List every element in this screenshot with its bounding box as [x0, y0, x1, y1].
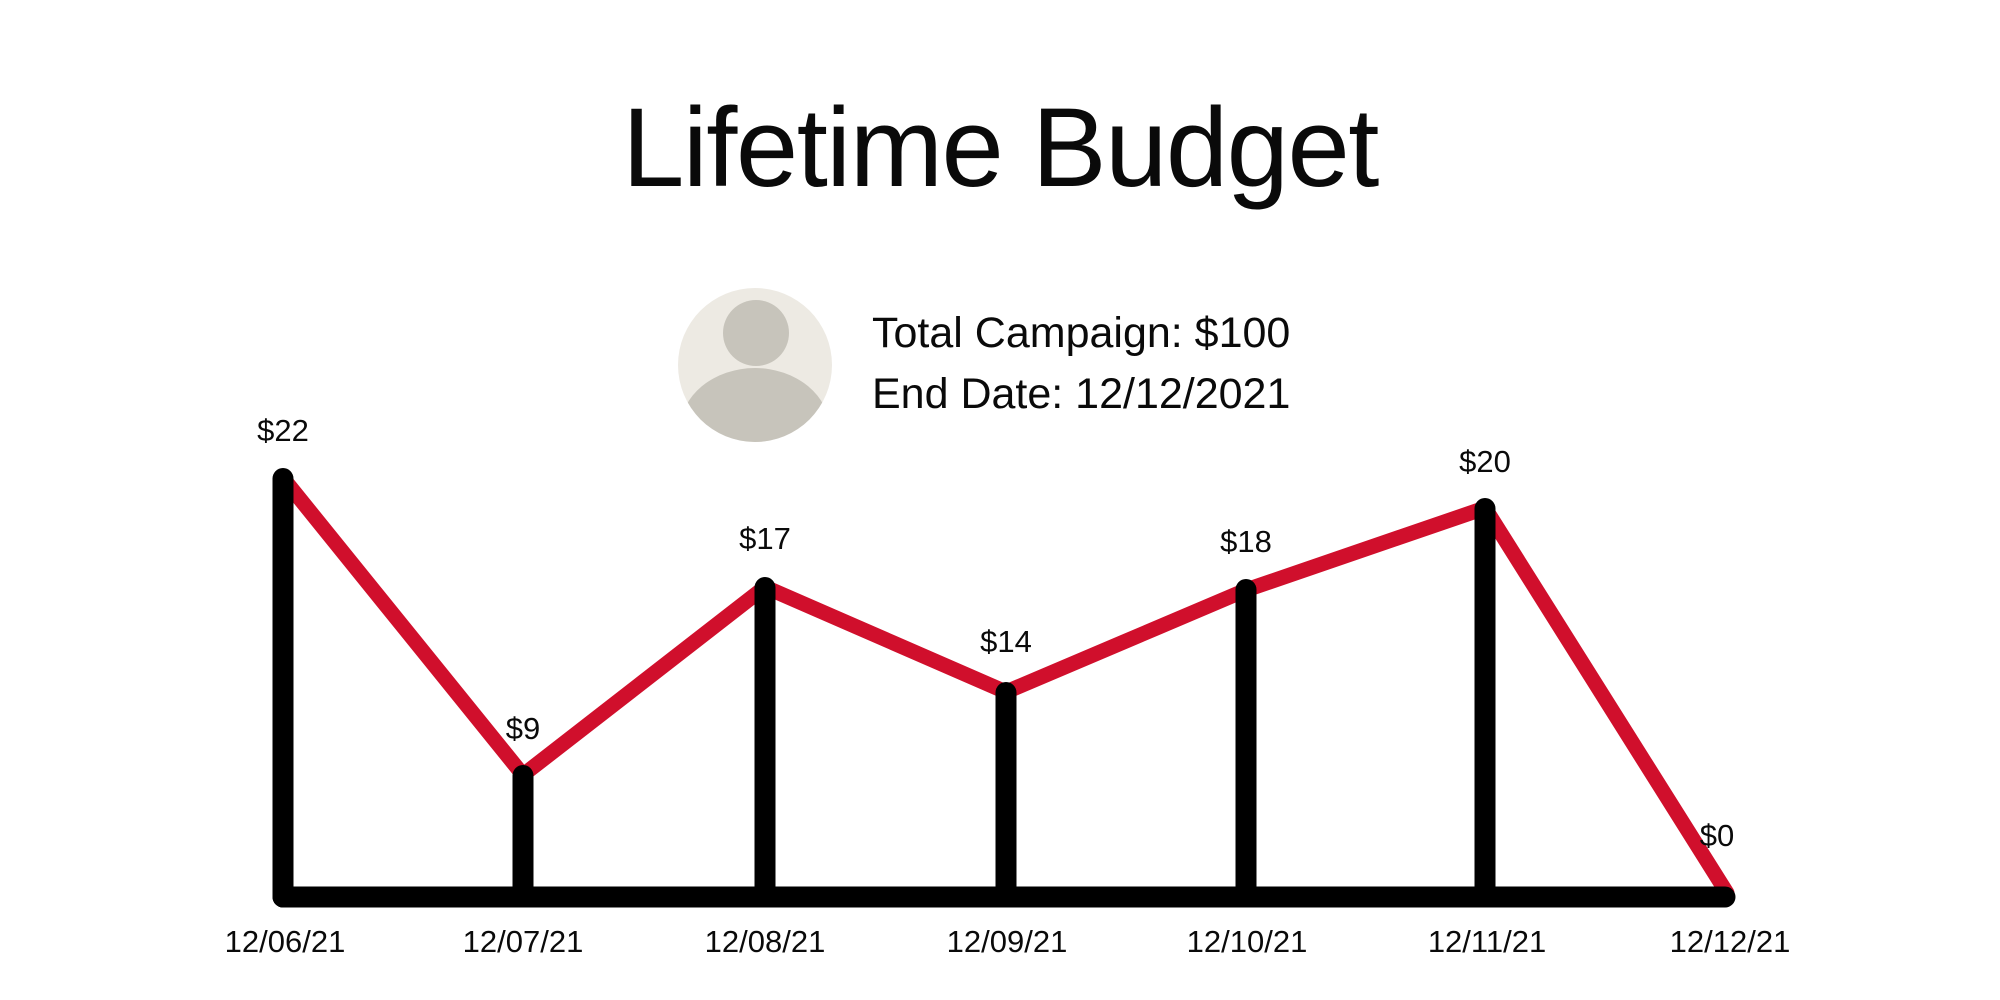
x-axis-label: 12/08/21 — [704, 924, 826, 959]
value-label: $0 — [1699, 818, 1735, 853]
total-campaign-text: Total Campaign: $100 — [872, 309, 1291, 357]
x-axis-label: 12/06/21 — [224, 924, 346, 959]
value-label: $17 — [739, 521, 791, 556]
end-date-text: End Date: 12/12/2021 — [872, 370, 1291, 418]
value-label: $14 — [980, 624, 1032, 659]
x-axis-label: 12/07/21 — [462, 924, 584, 959]
x-axis-label: 12/12/21 — [1669, 924, 1791, 959]
x-axis-label: 12/10/21 — [1186, 924, 1308, 959]
campaign-info: Total Campaign: $100 End Date: 12/12/202… — [872, 303, 1290, 425]
value-label: $9 — [505, 711, 541, 746]
x-axis-label: 12/11/21 — [1427, 924, 1547, 959]
avatar — [678, 288, 832, 442]
page-title: Lifetime Budget — [622, 85, 1379, 210]
value-label: $22 — [257, 413, 309, 448]
value-label: $20 — [1459, 444, 1511, 479]
x-axis-label: 12/09/21 — [946, 924, 1068, 959]
value-label: $18 — [1220, 524, 1272, 559]
person-icon — [723, 300, 789, 366]
